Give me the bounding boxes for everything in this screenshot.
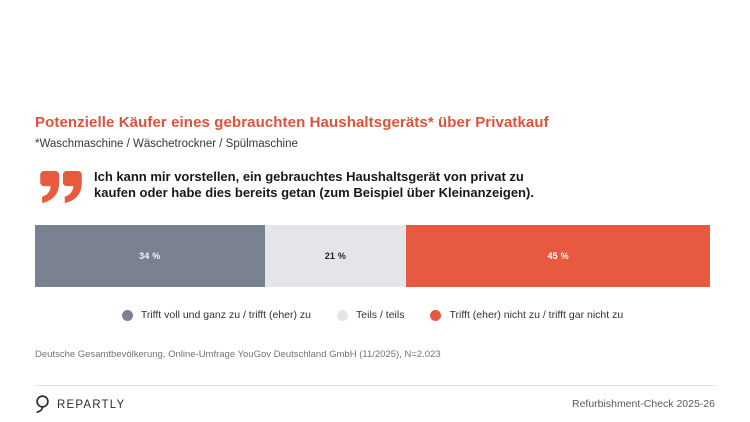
legend-dot-disagree: [430, 309, 442, 321]
quote-text: Ich kann mir vorstellen, ein gebrauchtes…: [94, 169, 534, 200]
quote-icon: [40, 171, 82, 204]
legend-label-disagree: Trifft (eher) nicht zu / trifft gar nich…: [449, 309, 624, 321]
brand-name: REPARTLY: [57, 398, 126, 411]
legend-dot-agree: [121, 309, 133, 321]
page-subtitle: *Waschmaschine / Wäschetrockner / Spülma…: [35, 138, 298, 150]
brand-logo: REPARTLY: [35, 395, 125, 414]
stacked-bar-chart: 34 % 21 % 45 %: [35, 225, 710, 287]
bar-segment-neutral: 21 %: [264, 225, 407, 287]
bar-segment-disagree-value: 45 %: [547, 251, 569, 261]
bar-segment-agree: 34 %: [35, 225, 265, 287]
footer-divider: [35, 385, 715, 386]
source-note: Deutsche Gesamtbevölkerung, Online-Umfra…: [35, 349, 441, 360]
page-title: Potenzielle Käufer eines gebrauchten Hau…: [35, 114, 549, 131]
legend-item-agree: Trifft voll und ganz zu / trifft (eher) …: [121, 309, 312, 321]
legend-item-neutral: Teils / teils: [337, 309, 404, 321]
bar-segment-agree-value: 34 %: [139, 251, 161, 261]
quote-block: Ich kann mir vorstellen, ein gebrauchtes…: [40, 169, 600, 205]
legend-dot-neutral: [337, 309, 349, 321]
legend-label-neutral: Teils / teils: [356, 309, 405, 321]
report-name: Refurbishment-Check 2025-26: [572, 398, 715, 410]
legend-item-disagree: Trifft (eher) nicht zu / trifft gar nich…: [430, 309, 623, 321]
legend-label-agree: Trifft voll und ganz zu / trifft (eher) …: [140, 309, 312, 321]
bar-segment-neutral-value: 21 %: [324, 251, 347, 261]
repartly-logo-icon: [36, 395, 49, 414]
chart-legend: Trifft voll und ganz zu / trifft (eher) …: [35, 309, 710, 321]
bar-segment-disagree: 45 %: [406, 225, 710, 287]
